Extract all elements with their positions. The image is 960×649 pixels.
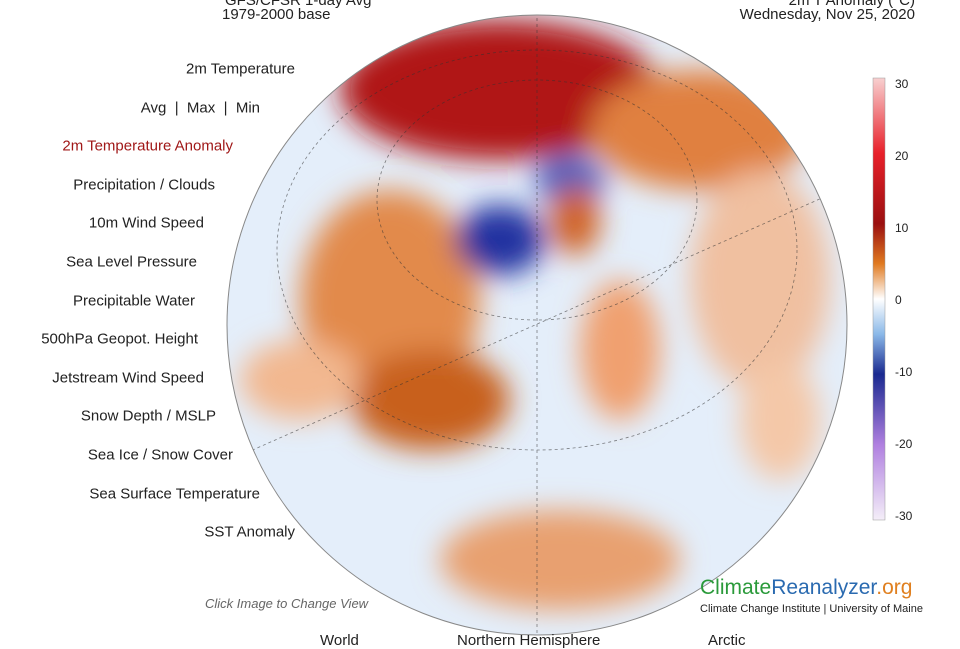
brand-c: .org (876, 576, 913, 599)
subtitle-left: 1979-2000 base (222, 6, 331, 23)
brand-a: Climate (700, 576, 772, 599)
menu-item[interactable]: SST Anomaly (204, 523, 295, 541)
title-right: 2m T Anomaly (°C) (788, 0, 915, 9)
menu-item[interactable]: 2m Temperature Anomaly (62, 137, 233, 155)
colorbar-tick: 20 (895, 149, 909, 163)
menu-item[interactable]: Jetstream Wind Speed (52, 369, 204, 387)
view-tab[interactable]: World (320, 632, 359, 649)
globe[interactable] (220, 0, 860, 640)
menu-item[interactable]: Avg | Max | Min (140, 99, 260, 117)
brand[interactable]: ClimateReanalyzer.org (700, 576, 912, 600)
title-left: GFS/CFSR 1-day Avg (225, 0, 372, 9)
colorbar-tick: -20 (895, 437, 913, 451)
menu-item[interactable]: Precipitation / Clouds (73, 176, 215, 194)
menu-item[interactable]: 500hPa Geopot. Height (41, 330, 198, 348)
brand-b: Reanalyzer (771, 576, 877, 599)
menu-item[interactable]: 10m Wind Speed (88, 214, 204, 232)
date: Wednesday, Nov 25, 2020 (739, 6, 915, 23)
view-tab[interactable]: Northern Hemisphere (457, 632, 601, 649)
colorbar-tick: -30 (895, 509, 913, 523)
menu-item[interactable]: Precipitable Water (73, 292, 195, 310)
menu-item[interactable]: 2m Temperature (186, 60, 295, 78)
colorbar-tick: 0 (895, 293, 902, 307)
menu-item[interactable]: Sea Surface Temperature (89, 485, 260, 503)
colorbar-tick: 10 (895, 221, 909, 235)
colorbar-tick: 30 (895, 77, 909, 91)
colorbar (872, 77, 886, 521)
menu-item[interactable]: Sea Ice / Snow Cover (87, 446, 233, 464)
view-tab[interactable]: Arctic (708, 632, 746, 649)
menu-item[interactable]: Sea Level Pressure (66, 253, 197, 271)
org: Climate Change Institute | University of… (700, 603, 923, 615)
colorbar-tick: -10 (895, 365, 913, 379)
menu-item[interactable]: Snow Depth / MSLP (80, 407, 216, 425)
hint: Click Image to Change View (205, 596, 369, 611)
